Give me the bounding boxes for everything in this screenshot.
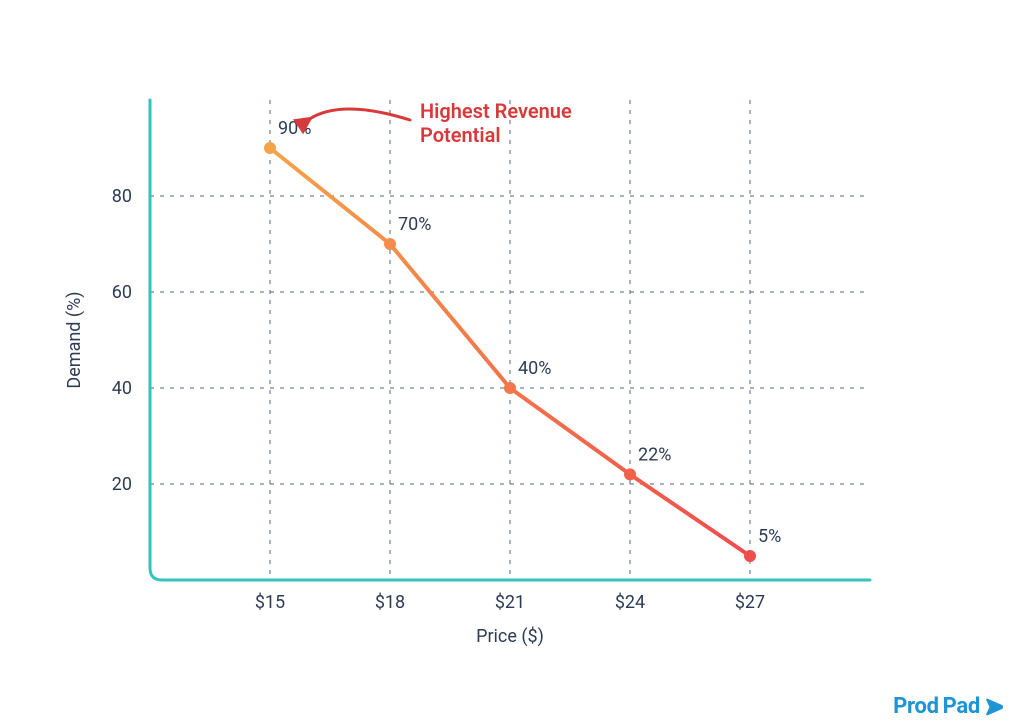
brand-text-1: Prod xyxy=(893,694,939,719)
data-point xyxy=(264,142,276,154)
x-tick-label: $21 xyxy=(495,592,525,613)
x-tick-label: $15 xyxy=(255,592,285,613)
data-point xyxy=(624,468,636,480)
y-axis-label: Demand (%) xyxy=(64,291,85,388)
brand-logo: ProdPad xyxy=(893,694,1006,719)
annotation-text: Highest RevenuePotential xyxy=(420,99,572,147)
data-point xyxy=(744,550,756,562)
y-tick-label: 20 xyxy=(112,474,132,495)
x-tick-label: $27 xyxy=(735,592,765,613)
data-point xyxy=(504,382,516,394)
x-tick-label: $24 xyxy=(615,592,645,613)
y-tick-label: 40 xyxy=(112,378,132,399)
data-point-label: 40% xyxy=(518,358,551,379)
data-point-label: 5% xyxy=(758,526,781,547)
demand-price-chart: $15 $18 $21 $24 $27 Price ($) 20 40 60 80 Demand (… xyxy=(0,0,1024,727)
brand-text-2: Pad xyxy=(943,694,980,719)
data-point-label: 70% xyxy=(398,214,431,235)
brand-icon xyxy=(984,696,1006,718)
data-point xyxy=(384,238,396,250)
annotation-arrow xyxy=(308,109,410,120)
y-tick-label: 60 xyxy=(112,282,132,303)
x-tick-label: $18 xyxy=(375,592,405,613)
y-tick-label: 80 xyxy=(112,186,132,207)
data-point-label: 90% xyxy=(278,118,311,139)
data-point-label: 22% xyxy=(638,444,671,465)
x-axis-label: Price ($) xyxy=(476,626,544,647)
